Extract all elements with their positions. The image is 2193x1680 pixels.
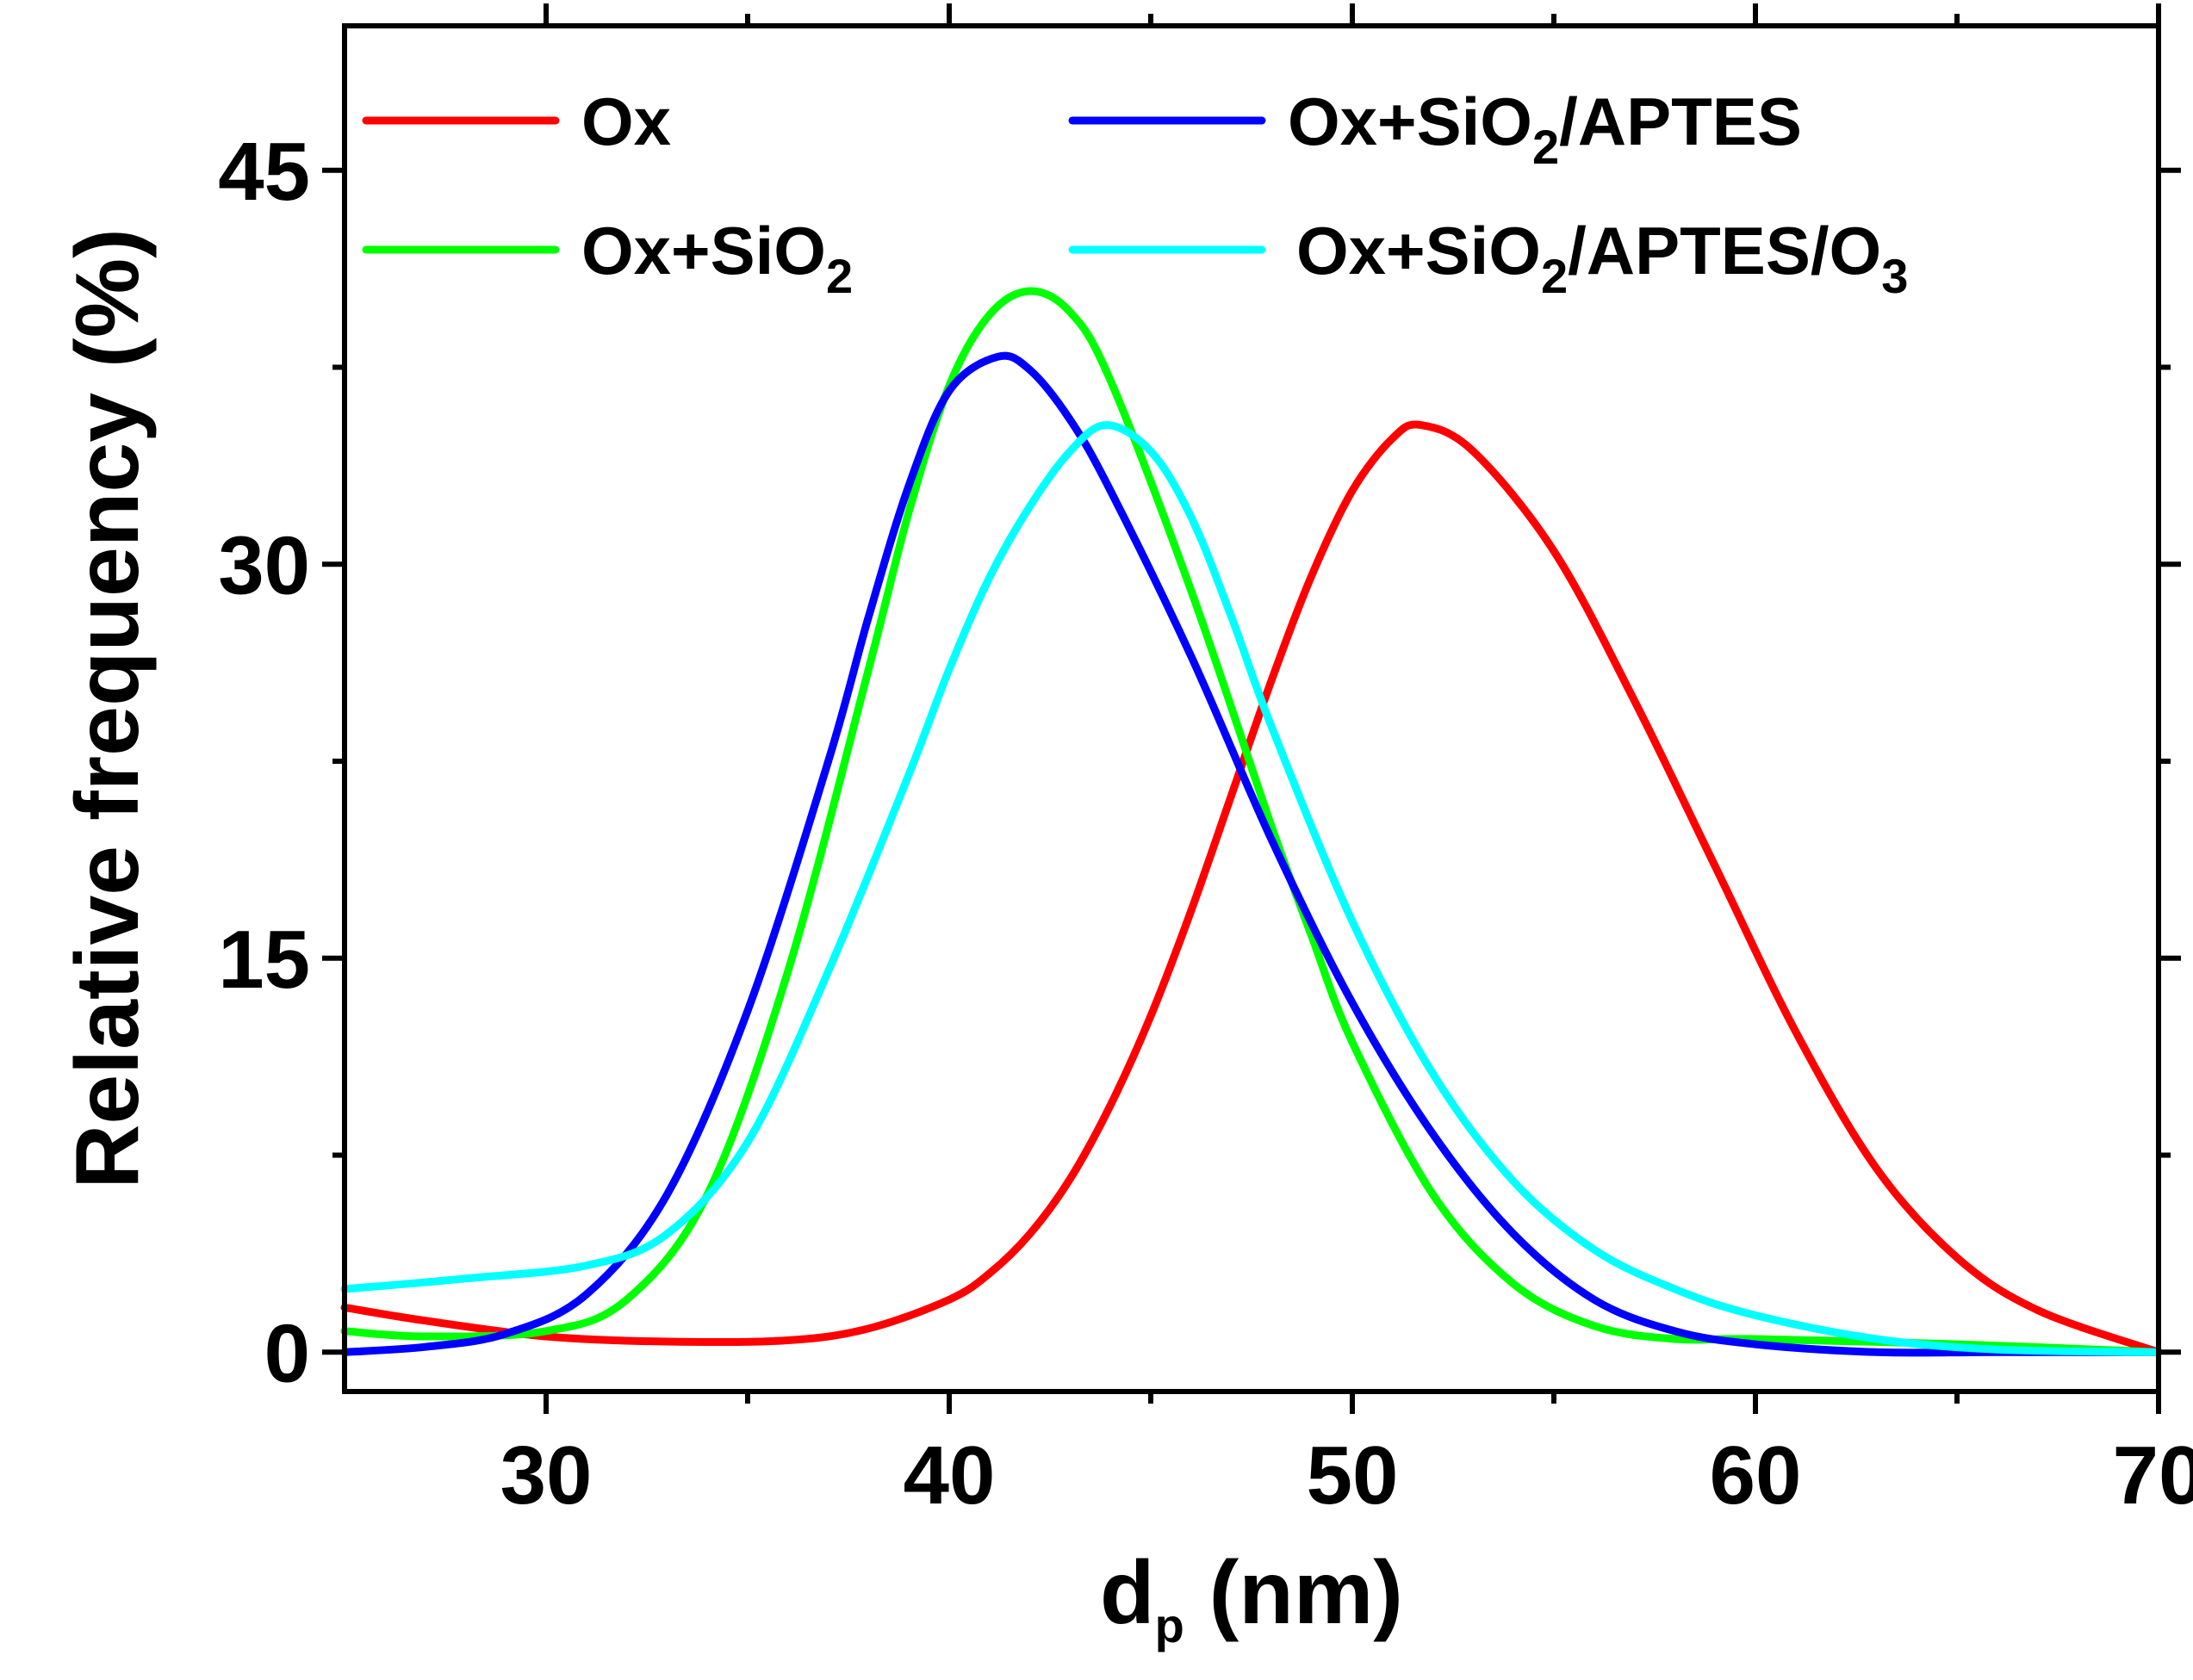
x-axis-title: dp (nm) [1100, 1543, 1403, 1652]
x-axis-title-unit: (nm) [1184, 1543, 1403, 1643]
series-line-4 [340, 421, 2163, 1356]
y-tick-label: 30 [218, 519, 310, 611]
series-curves [340, 287, 2163, 1357]
x-tick-label: 60 [1710, 1429, 1802, 1522]
legend: Ox Ox+SiO2/APTES Ox+SiO2 Ox+SiO2/APTES/O3 [362, 84, 1908, 303]
legend-label-1: Ox [581, 84, 671, 159]
series-line-1 [340, 420, 2163, 1356]
y-tick-label: 0 [264, 1307, 310, 1399]
x-tick-label: 30 [500, 1429, 593, 1522]
x-tick-label: 40 [904, 1429, 996, 1522]
plot-frame [342, 23, 2161, 1394]
axis-tick-labels: 30 40 50 60 70 0 15 30 45 [218, 126, 2193, 1522]
y-tick-label: 15 [218, 914, 310, 1006]
y-axis-title: Relative frequency (%) [58, 228, 158, 1188]
x-axis-title-main: d [1100, 1543, 1155, 1643]
axis-ticks [322, 3, 2181, 1414]
legend-label-3: Ox+SiO2 [581, 213, 853, 303]
legend-label-4: Ox+SiO2/APTES/O3 [1296, 213, 1908, 303]
x-tick-label: 50 [1307, 1429, 1399, 1522]
y-tick-label: 45 [218, 126, 310, 218]
legend-label-2: Ox+SiO2/APTES [1288, 84, 1802, 174]
x-axis-title-subscript: p [1155, 1598, 1184, 1652]
series-line-2 [340, 351, 2163, 1357]
series-line-3 [340, 287, 2163, 1356]
x-tick-label: 70 [2113, 1429, 2193, 1522]
